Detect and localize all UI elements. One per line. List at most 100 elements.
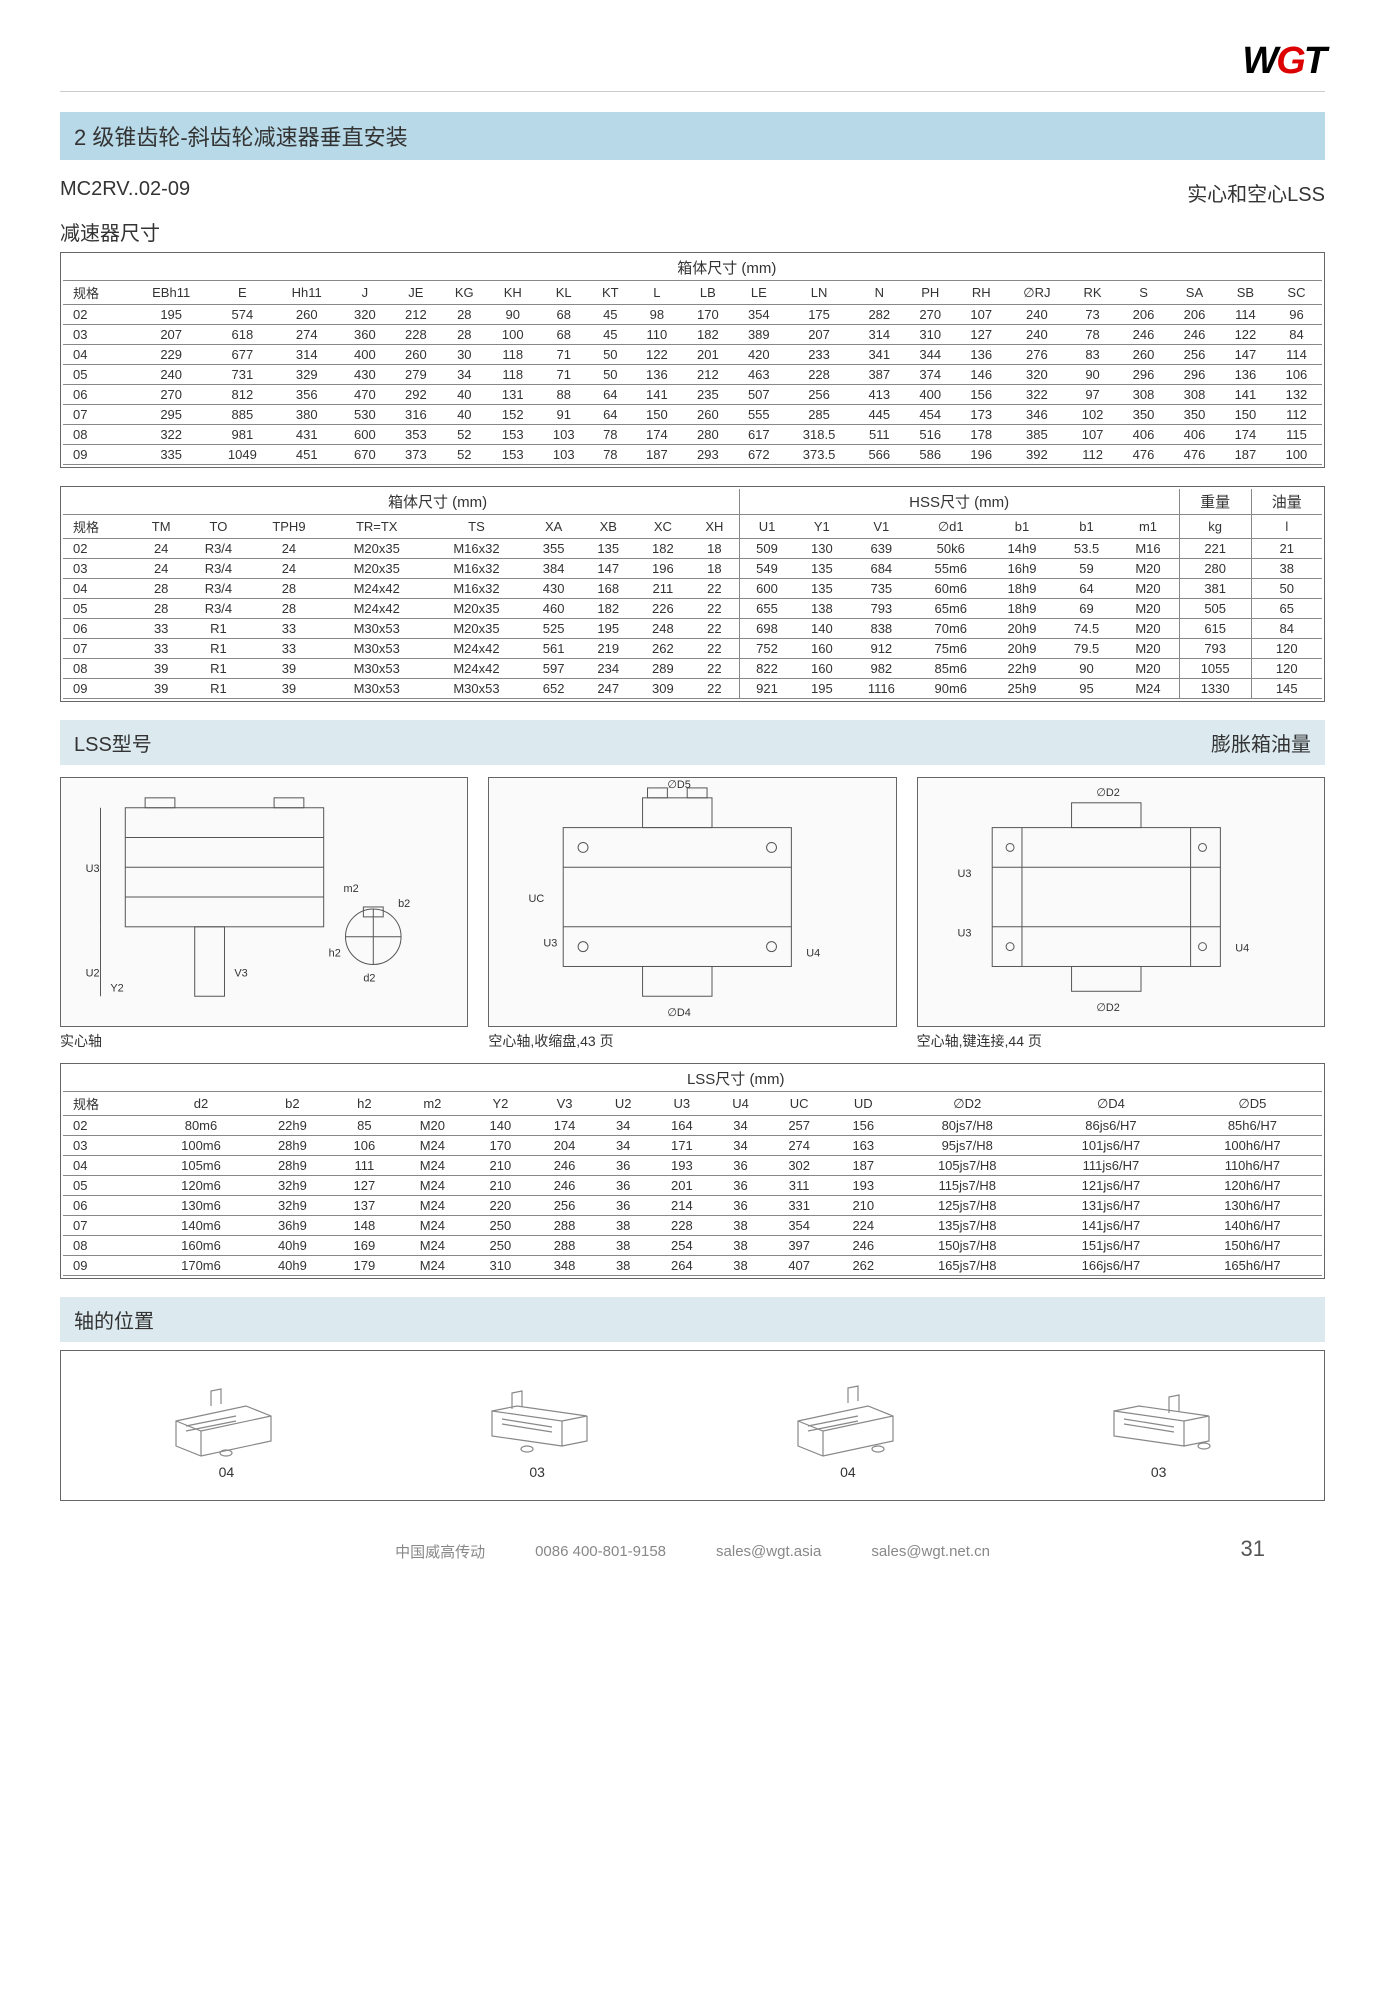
table-cell: 65m6 [914,599,989,619]
table-cell: 320 [339,305,390,325]
svg-text:d2: d2 [363,972,375,984]
table-cell: 615 [1179,619,1251,639]
col-header: ∅RJ [1007,281,1067,305]
table-cell: 141 [631,385,682,405]
table-cell: 79.5 [1056,639,1117,659]
table-cell: 618 [211,325,274,345]
table-cell: 981 [211,425,274,445]
table-cell: 316 [390,405,441,425]
table-cell: 250 [468,1236,532,1256]
table-cell: 50 [589,345,631,365]
table-cell: 196 [636,559,691,579]
table-cell: 36 [597,1156,650,1176]
table-cell: 509 [739,539,795,559]
table-cell: 350 [1169,405,1220,425]
table-cell: 600 [339,425,390,445]
col-header: TPH9 [251,515,327,539]
table-cell: 22 [690,579,739,599]
table-cell: 50 [1251,579,1322,599]
table-cell: 74.5 [1056,619,1117,639]
svg-text:U4: U4 [1235,943,1249,955]
table-cell: 314 [854,325,905,345]
table-row: 0939R139M30x53M30x5365224730922921195111… [63,679,1322,699]
table-cell: M20 [1117,599,1179,619]
table-cell: 381 [1179,579,1251,599]
table-cell: 219 [581,639,636,659]
table-cell: 597 [526,659,581,679]
table-cell: 586 [905,445,956,465]
table-cell: 374 [905,365,956,385]
table-cell: 160m6 [149,1236,252,1256]
table-cell: 566 [854,445,905,465]
table-cell: 122 [1220,325,1271,345]
table-cell: 331 [767,1196,831,1216]
col-header: N [854,281,905,305]
table-cell: 03 [63,1136,149,1156]
table-cell: 505 [1179,599,1251,619]
table-cell: 107 [1067,425,1118,445]
table-cell: 40 [441,385,487,405]
table-cell: 195 [581,619,636,639]
table-cell: 346 [1007,405,1067,425]
table-cell: 310 [905,325,956,345]
table-cell: 549 [739,559,795,579]
table-cell: M24 [396,1216,468,1236]
table-cell: 38 [714,1256,767,1276]
table-cell: 03 [63,559,137,579]
table-cell: 45 [589,305,631,325]
table-cell: M16x32 [427,559,527,579]
col-header: Hh11 [274,281,339,305]
svg-text:U4: U4 [807,948,821,960]
table-cell: 214 [650,1196,714,1216]
table-cell: 1116 [849,679,913,699]
table-cell: 1049 [211,445,274,465]
table-cell: 276 [1007,345,1067,365]
col-header: ∅D5 [1183,1092,1322,1116]
table-cell: 187 [831,1156,895,1176]
table-cell: 262 [831,1256,895,1276]
shaft-label-04b: 04 [778,1464,918,1480]
table-cell: 420 [733,345,784,365]
table-cell: 101js6/H7 [1039,1136,1183,1156]
shaft-04a: 04 [156,1371,296,1480]
table-cell: R1 [186,619,251,639]
table-cell: 698 [739,619,795,639]
svg-text:U2: U2 [86,967,100,979]
table-cell: 34 [441,365,487,385]
table-cell: 174 [631,425,682,445]
table-cell: M20 [1117,559,1179,579]
table-cell: 39 [137,679,186,699]
table-cell: 195 [132,305,211,325]
table-cell: 240 [132,365,211,385]
table-cell: 132 [1271,385,1322,405]
table-cell: 39 [251,659,327,679]
table-cell: 121js6/H7 [1039,1176,1183,1196]
table-cell: M24 [396,1156,468,1176]
table-row: 04105m628h9111M242102463619336302187105j… [63,1156,1322,1176]
table-cell: 105js7/H8 [895,1156,1039,1176]
table-cell: 164 [650,1116,714,1136]
table-cell: 06 [63,619,137,639]
table-cell: 246 [1169,325,1220,345]
col-header: SB [1220,281,1271,305]
table-cell: 204 [532,1136,596,1156]
table-cell: R1 [186,659,251,679]
table-cell: 78 [589,425,631,445]
table-cell: 110 [631,325,682,345]
table-cell: 40h9 [253,1256,333,1276]
table-cell: 150 [631,405,682,425]
table-cell: 04 [63,345,132,365]
shaft-03b: 03 [1089,1371,1229,1480]
diagram1-caption: 实心轴 [60,1031,468,1051]
col-header: kg [1179,515,1251,539]
col-header: U1 [739,515,795,539]
table-cell: 262 [636,639,691,659]
footer: 中国威高传动 0086 400-801-9158 sales@wgt.asia … [60,1541,1325,1562]
table3-frame: LSS尺寸 (mm) 规格d2b2h2m2Y2V3U2U3U4UCUD∅D2∅D… [60,1063,1325,1279]
table-cell: 22h9 [253,1116,333,1136]
table-cell: 285 [784,405,854,425]
table-cell: M20 [1117,579,1179,599]
table-cell: 30 [441,345,487,365]
page-number: 31 [1241,1536,1265,1562]
table-cell: M30x53 [327,659,427,679]
